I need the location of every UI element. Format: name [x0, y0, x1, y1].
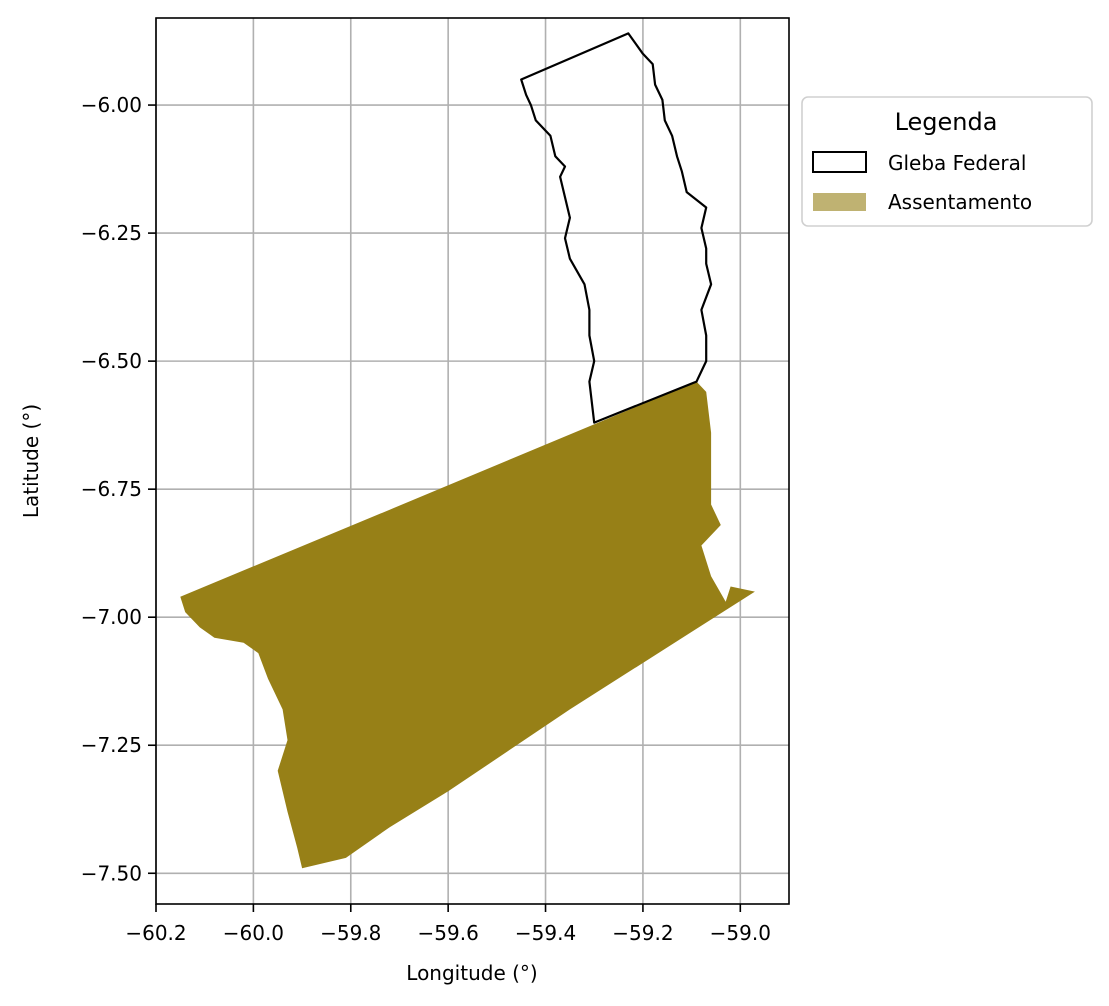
x-tick-label-6: −59.0: [710, 921, 771, 945]
legend-title: Legenda: [895, 108, 998, 136]
plot-frame: [155, 17, 790, 905]
x-tick-label-0: −60.2: [125, 921, 186, 945]
x-tick-label-2: −59.8: [320, 921, 381, 945]
y-tick-label-6: −7.50: [81, 861, 142, 885]
legend-swatch-assentamento: [813, 193, 866, 211]
x-tick-label-5: −59.2: [612, 921, 673, 945]
legend: Legenda Gleba Federal Assentamento: [801, 96, 1093, 227]
y-tick-label-2: −6.50: [81, 349, 142, 373]
x-tick-label-4: −59.4: [515, 921, 576, 945]
x-tick-label-1: −60.0: [223, 921, 284, 945]
legend-box: [801, 96, 1093, 227]
y-tick-label-3: −6.75: [81, 477, 142, 501]
layer-assentamento: [180, 381, 755, 869]
layer-gleba-federal: [520, 32, 713, 424]
x-axis: −60.2 −60.0 −59.8 −59.6 −59.4 −59.2 −59.0: [125, 904, 771, 945]
legend-swatch-gleba-federal: [812, 151, 867, 173]
x-axis-label: Longitude (°): [406, 961, 537, 985]
y-axis-label: Latitude (°): [19, 404, 43, 518]
x-tick-label-3: −59.6: [418, 921, 479, 945]
y-axis: −6.00 −6.25 −6.50 −6.75 −7.00 −7.25 −7.50: [81, 93, 156, 885]
map-layers: [180, 32, 755, 869]
y-tick-label-5: −7.25: [81, 733, 142, 757]
y-tick-label-1: −6.25: [81, 221, 142, 245]
legend-label-assentamento: Assentamento: [888, 190, 1032, 214]
y-tick-label-4: −7.00: [81, 605, 142, 629]
legend-label-gleba-federal: Gleba Federal: [888, 151, 1026, 175]
y-tick-label-0: −6.00: [81, 93, 142, 117]
